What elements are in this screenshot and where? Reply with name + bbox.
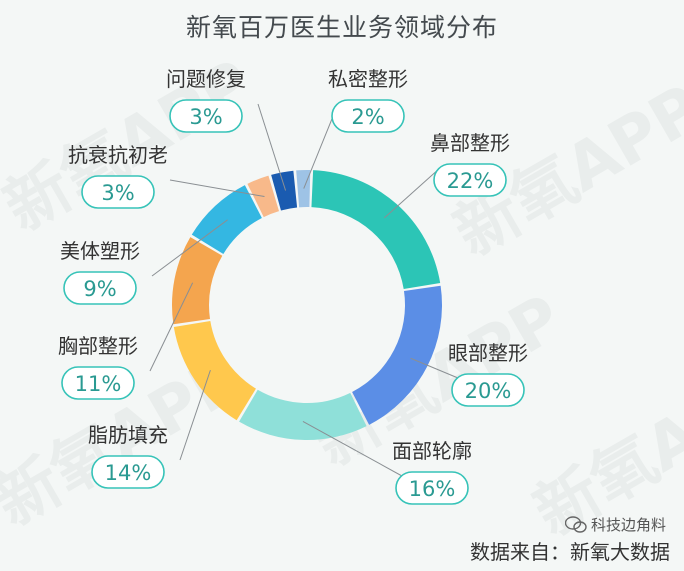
pct-label-4: 14%	[105, 461, 152, 485]
slice-label-4: 脂肪填充	[88, 423, 168, 447]
pct-label-2: 20%	[465, 379, 512, 403]
pct-label-8: 3%	[189, 105, 222, 129]
wechat-icon	[564, 515, 587, 533]
pct-label-6: 9%	[83, 277, 116, 301]
pct-badge-7	[81, 175, 155, 209]
leader-line-2	[410, 357, 459, 379]
leader-line-3	[302, 420, 403, 477]
pct-label-1: 22%	[447, 169, 494, 193]
leader-line-1	[384, 167, 441, 219]
pct-badge-1	[433, 163, 507, 197]
slice-label-8: 问题修复	[166, 67, 246, 91]
slice-label-6: 美体塑形	[60, 239, 140, 263]
wechat-account: 科技边角料	[590, 516, 666, 534]
leader-line-6	[151, 219, 228, 277]
slice-3	[239, 389, 367, 440]
pct-badge-3	[395, 471, 469, 505]
data-source: 数据来自：新氧大数据	[470, 540, 670, 564]
leader-line-4	[179, 369, 211, 461]
slice-label-3: 面部轮廓	[392, 439, 472, 463]
slice-9	[296, 170, 311, 208]
leader-line-5	[149, 282, 194, 372]
slice-1	[311, 170, 441, 289]
slice-4	[173, 321, 256, 421]
chart-title: 新氧百万医生业务领域分布	[185, 13, 498, 42]
pct-label-7: 3%	[101, 181, 134, 205]
slice-label-2: 眼部整形	[448, 341, 528, 365]
leader-line-8	[257, 103, 287, 191]
slice-label-1: 鼻部整形	[430, 131, 510, 155]
pct-badge-2	[451, 373, 525, 407]
slice-5	[172, 237, 223, 325]
pct-label-5: 11%	[75, 372, 122, 396]
pct-label-3: 16%	[409, 477, 456, 501]
pct-badge-6	[63, 271, 137, 305]
slice-label-7: 抗衰抗初老	[68, 143, 168, 167]
slice-label-9: 私密整形	[328, 67, 408, 91]
pct-label-9: 2%	[351, 105, 384, 129]
leader-line-7	[169, 179, 265, 198]
pct-badge-9	[331, 99, 405, 133]
pct-badge-4	[91, 455, 165, 489]
wechat-badge: 科技边角料	[564, 514, 666, 535]
pct-badge-8	[169, 99, 243, 133]
slice-label-5: 胸部整形	[58, 334, 138, 358]
slice-8	[271, 170, 298, 211]
pct-badge-5	[61, 366, 135, 400]
slice-6	[191, 185, 262, 254]
slice-2	[352, 285, 442, 425]
